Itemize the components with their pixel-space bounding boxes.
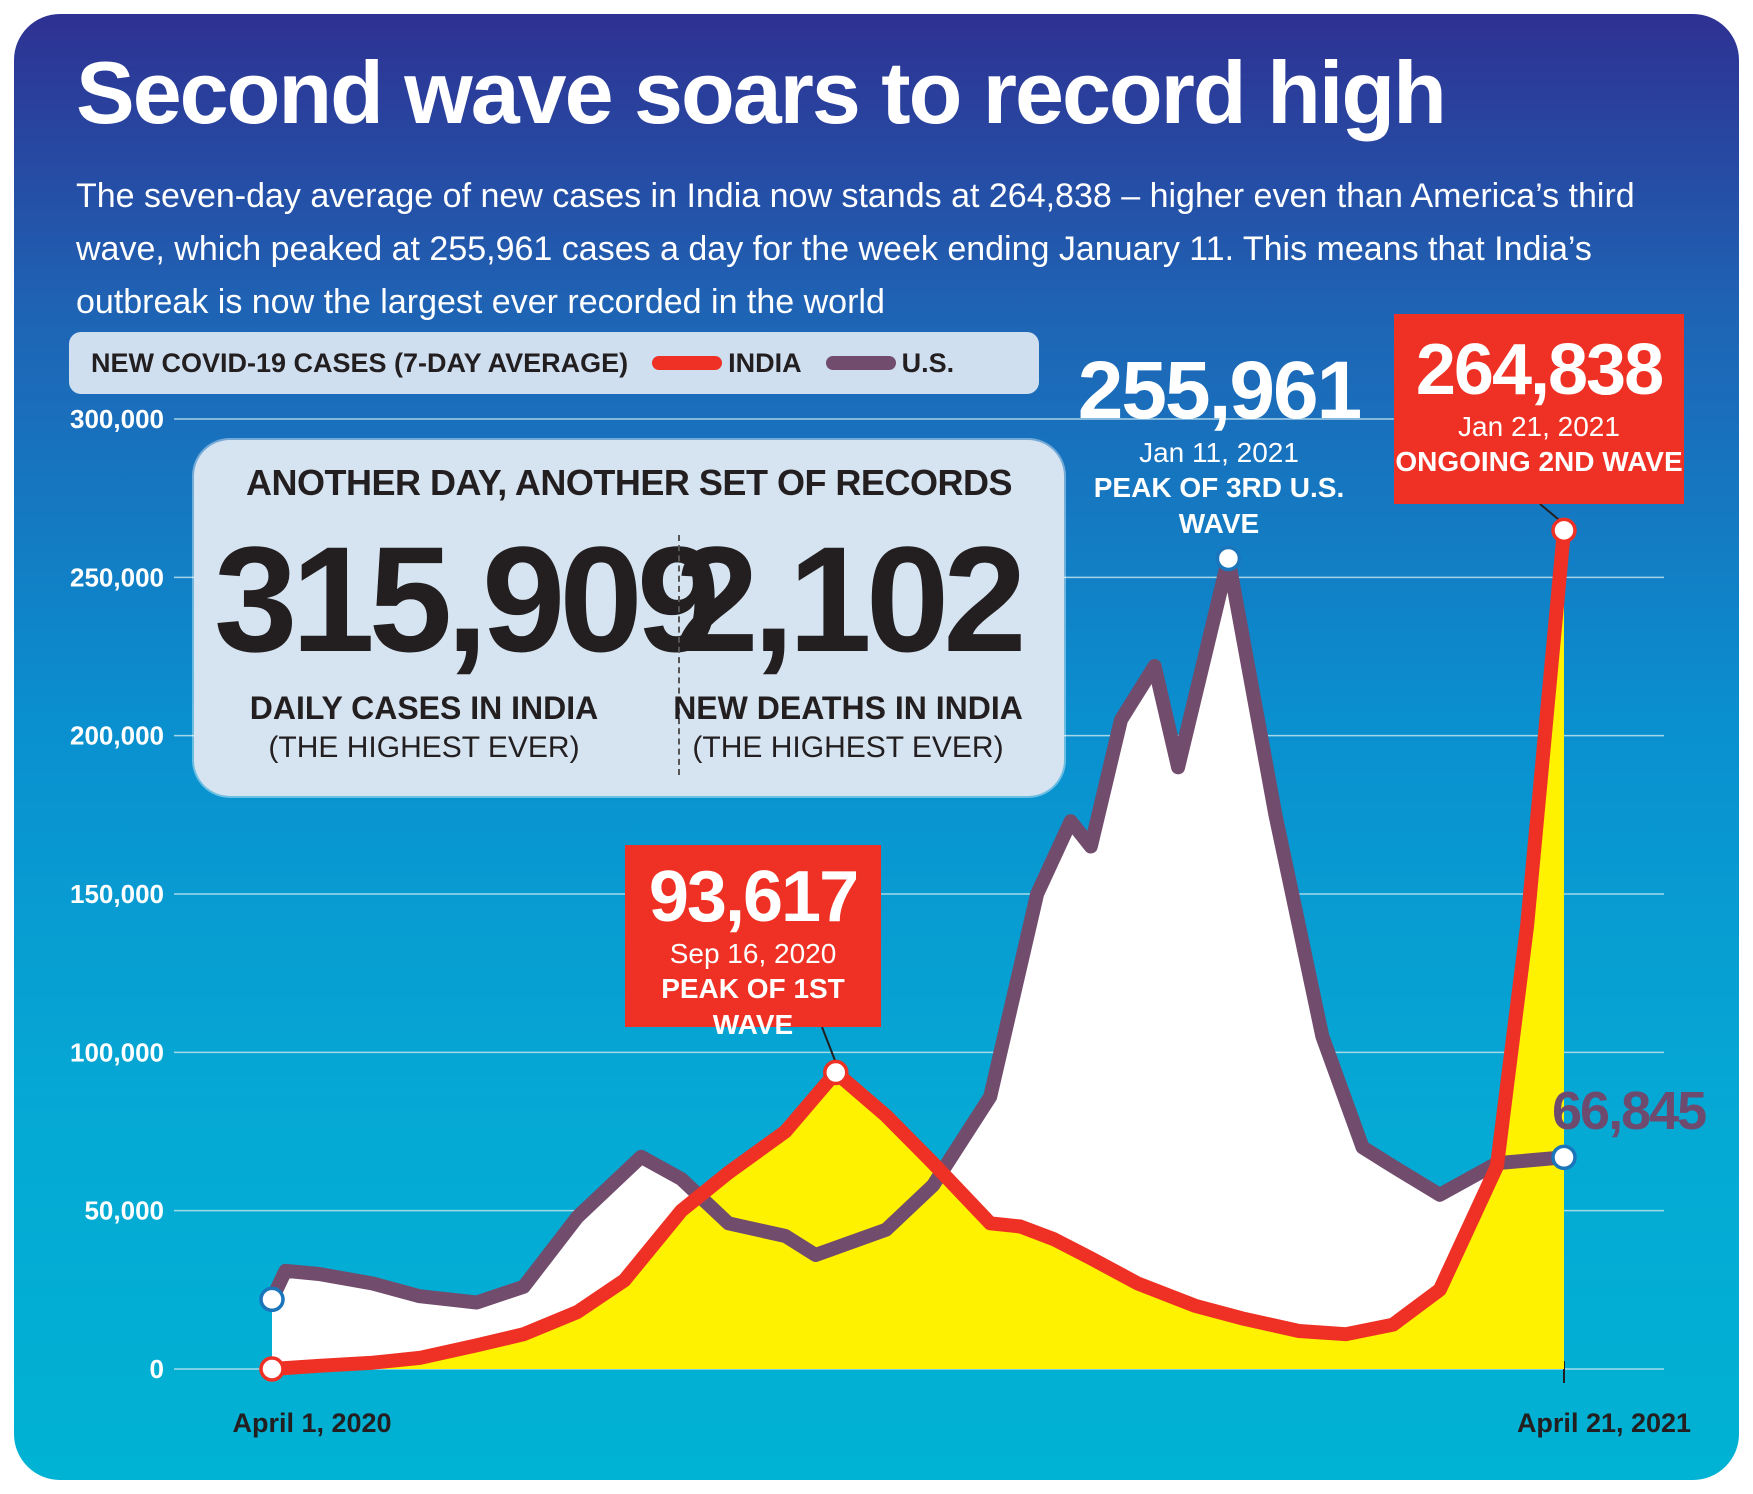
us-series-line <box>265 551 1571 1310</box>
us-peak-value: 255,961 <box>1077 345 1362 436</box>
new-deaths-block: 2,102 NEW DEATHS IN INDIA (THE HIGHEST E… <box>638 524 1058 765</box>
india-first-peak-date: Sep 16, 2020 <box>669 938 837 969</box>
y-tick-label: 50,000 <box>84 1196 164 1226</box>
page-title: Second wave soars to record high <box>76 43 1447 142</box>
us-peak-date: Jan 11, 2021 <box>1139 437 1299 468</box>
india-now-marker <box>1551 517 1577 544</box>
legend-swatch-india <box>652 356 723 370</box>
legend-swatch-us <box>825 356 896 370</box>
india-now-caption: ONGOING 2ND WAVE <box>1395 446 1683 477</box>
india-first-peak-marker <box>823 1059 849 1086</box>
legend-label-us: U.S. <box>901 347 955 378</box>
legend-title: NEW COVID-19 CASES (7-DAY AVERAGE) <box>91 347 629 378</box>
india-first-peak-callout: 93,617 Sep 16, 2020 PEAK OF 1ST WAVE <box>625 845 881 1040</box>
india-first-peak-caption: PEAK OF 1ST WAVE <box>661 973 845 1040</box>
us-peak-caption: PEAK OF 3RD U.S. WAVE <box>1093 472 1345 539</box>
us-peak-callout: 255,961 Jan 11, 2021 PEAK OF 3RD U.S. WA… <box>1064 346 1374 542</box>
records-title: ANOTHER DAY, ANOTHER SET OF RECORDS <box>246 462 1012 503</box>
y-tick-label: 0 <box>150 1354 164 1384</box>
y-tick-label: 250,000 <box>70 562 164 592</box>
us-peak-marker <box>1215 545 1242 572</box>
us-latest-marker <box>1551 1144 1577 1171</box>
daily-cases-label: DAILY CASES IN INDIA <box>249 690 599 726</box>
new-deaths-sub: (THE HIGHEST EVER) <box>692 731 1004 764</box>
legend-label-india: INDIA <box>728 347 802 378</box>
india-start-marker <box>259 1356 285 1382</box>
us-area-fill <box>272 558 1564 1369</box>
page-subtitle: The seven-day average of new cases in In… <box>76 177 1635 321</box>
chart-area: 0 50,000 100,000 150,000 200,000 250,000 300,0… <box>70 404 1691 1438</box>
india-first-peak-leader <box>821 1026 837 1063</box>
records-divider <box>678 535 680 775</box>
y-tick-label: 200,000 <box>70 721 164 751</box>
daily-cases-block: 315,909 DAILY CASES IN INDIA (THE HIGHES… <box>214 515 720 765</box>
y-tick-label: 100,000 <box>70 1037 164 1067</box>
x-tick-label: April 1, 2020 <box>232 1408 391 1438</box>
new-deaths-label: NEW DEATHS IN INDIA <box>673 690 1023 726</box>
new-deaths-value: 2,102 <box>675 515 1026 683</box>
daily-cases-sub: (THE HIGHEST EVER) <box>268 731 580 764</box>
india-now-value: 264,838 <box>1415 330 1664 410</box>
us-start-marker <box>259 1286 285 1313</box>
infographic-card: 0 50,000 100,000 150,000 200,000 250,000 300,0… <box>14 14 1739 1480</box>
india-series-line <box>265 523 1571 1376</box>
records-panel: ANOTHER DAY, ANOTHER SET OF RECORDS 315,… <box>194 440 1064 796</box>
y-tick-label: 300,000 <box>70 404 164 434</box>
daily-cases-value: 315,909 <box>214 515 720 683</box>
chart-legend: NEW COVID-19 CASES (7-DAY AVERAGE) INDIA… <box>69 332 1039 394</box>
y-tick-label: 150,000 <box>70 879 164 909</box>
india-now-callout: 264,838 Jan 21, 2021 ONGOING 2ND WAVE <box>1394 314 1684 504</box>
india-first-peak-value: 93,617 <box>648 857 859 937</box>
us-latest-value: 66,845 <box>1552 1081 1707 1141</box>
india-now-date: Jan 21, 2021 <box>1458 411 1620 442</box>
x-tick-label: April 21, 2021 <box>1517 1408 1691 1438</box>
